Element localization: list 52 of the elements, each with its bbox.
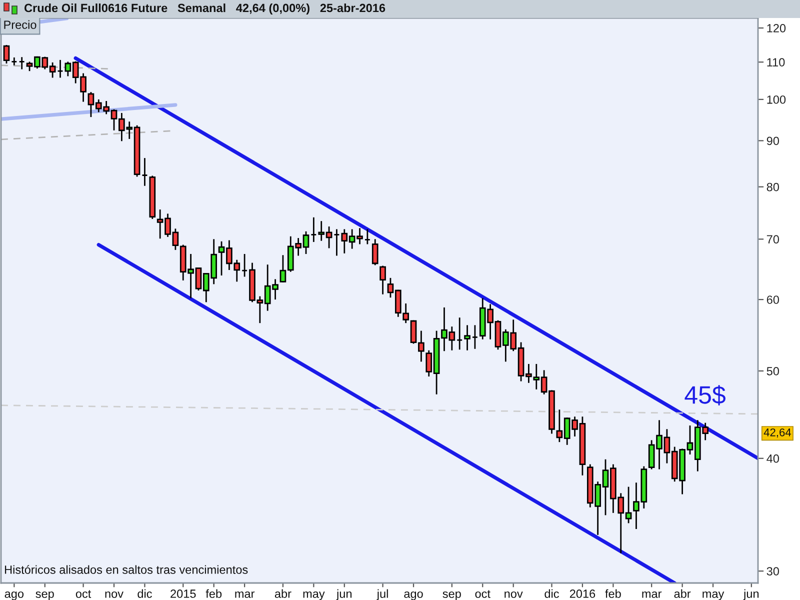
x-tick-label: mar [235,591,255,598]
candlestick [334,228,340,256]
candlestick [310,216,317,243]
x-tick-label: ago [404,591,423,600]
annotation: Históricos alisados en saltos tras vencimientos [4,565,248,574]
x-tick-label: dic [544,589,559,598]
x-tick-label: mar [642,591,662,598]
candlestick [364,228,371,245]
chart-title: Crude Oil Full0616 Future Semanal 42,64 (0,00%) 25-abr-2016 [24,4,386,14]
x-tick-label: sep [36,591,54,600]
x-tick-label: 2016 [570,590,596,598]
y-tick-label: 80 [766,182,780,192]
x-tick-label: sep [442,591,461,600]
y-tick-label: 40 [766,454,780,463]
x-tick-label: oct [475,590,490,598]
x-tick-label: jul [376,589,388,600]
x-tick-label: may [303,591,325,600]
candlestick [464,324,470,352]
y-tick-label: 30 [766,567,780,576]
text: 42,64 [764,428,792,438]
x-tick-label: may [702,591,724,600]
x-tick-label: 2015 [170,590,196,598]
x-tick-label: abr [674,589,691,598]
candlestick [11,56,18,66]
x-tick-label: nov [504,591,523,598]
candlestick [380,265,386,296]
annotation: 45$ [684,385,726,406]
x-tick-label: ago [4,591,24,600]
y-tick-label: 60 [766,296,780,304]
x-tick-label: feb [206,589,222,598]
x-tick-label: dic [138,589,152,598]
y-tick-label: 110 [767,58,785,66]
x-tick-label: jun [743,589,759,600]
x-tick-label: jun [336,589,352,600]
candlestick [456,316,463,350]
y-tick-label: 70 [766,235,780,244]
y-tick-label: 100 [767,95,786,104]
x-tick-label: oct [76,590,92,598]
x-tick-label: feb [605,589,621,598]
candlestick [18,56,26,70]
x-tick-label: nov [105,591,124,598]
candlestick [241,253,248,278]
y-tick-label: 90 [766,136,780,146]
y-tick-label: 120 [767,24,786,32]
candlestick [3,44,10,64]
candlestick [472,324,478,350]
candlestick [372,238,378,266]
candlestick [57,59,64,78]
y-axis-title: Precio [4,20,36,29]
candlestick [142,157,148,187]
y-tick-label: 50 [766,366,780,376]
x-tick-label: abr [274,589,292,598]
